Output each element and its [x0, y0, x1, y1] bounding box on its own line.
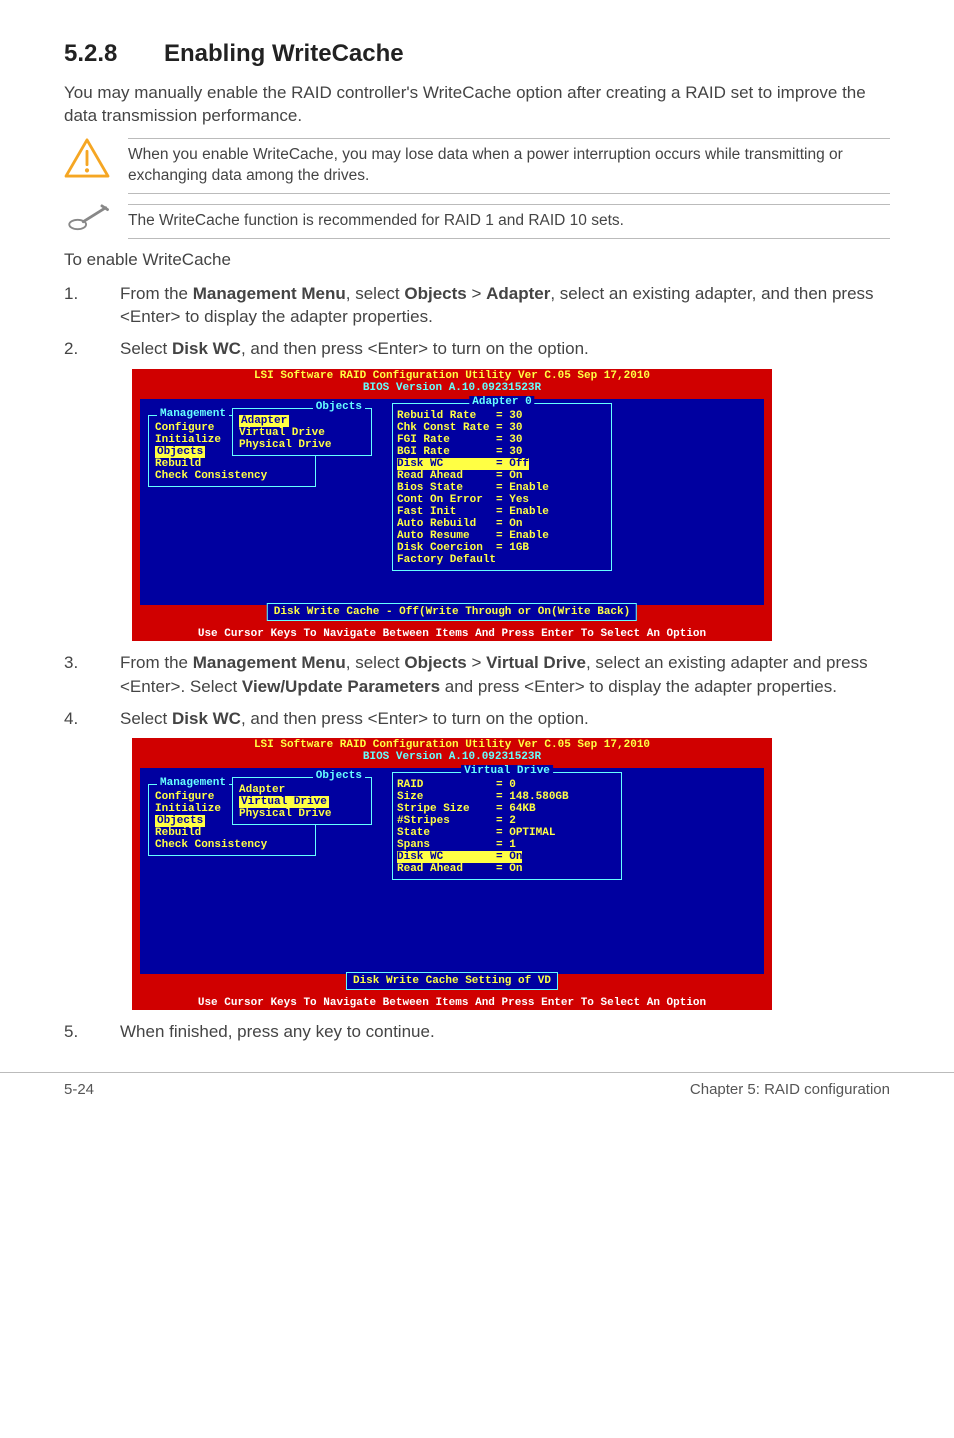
mgmt-label: Management	[157, 408, 229, 420]
section-title: Enabling WriteCache	[164, 40, 404, 67]
warning-callout: When you enable WriteCache, you may lose…	[64, 138, 890, 194]
intro-text: You may manually enable the RAID control…	[64, 82, 890, 128]
step-4: Select Disk WC, and then press <Enter> t…	[64, 707, 890, 731]
object-item: Physical Drive	[237, 439, 367, 451]
adapter-row: Disk Coercion = 1GB	[397, 542, 607, 554]
object-item: Virtual Drive	[237, 796, 367, 808]
adapter-label: Adapter 0	[469, 396, 534, 408]
mgmt-item: Check Consistency	[153, 839, 311, 851]
step-5: When finished, press any key to continue…	[64, 1020, 890, 1044]
adapter-row: Size = 148.580GB	[397, 791, 617, 803]
vd-label: Virtual Drive	[461, 765, 553, 777]
adapter-row: Chk Const Rate = 30	[397, 422, 607, 434]
bios-screenshot-1: LSI Software RAID Configuration Utility …	[132, 369, 772, 641]
virtual-drive-panel: Virtual Drive RAID = 0Size = 148.580GBSt…	[392, 772, 622, 880]
adapter-row: Read Ahead = On	[397, 863, 617, 875]
objects-label: Objects	[313, 401, 365, 413]
object-item: Virtual Drive	[237, 427, 367, 439]
bios-subtitle: BIOS Version A.10.09231523R	[132, 382, 772, 394]
bios-footer: Use Cursor Keys To Navigate Between Item…	[132, 628, 772, 640]
adapter-row: Rebuild Rate = 30	[397, 410, 607, 422]
adapter-row: Disk WC = Off	[397, 458, 607, 470]
bios-footer: Use Cursor Keys To Navigate Between Item…	[132, 997, 772, 1009]
note-icon	[64, 204, 110, 237]
step-1: From the Management Menu, select Objects…	[64, 282, 890, 330]
adapter-row: Auto Rebuild = On	[397, 518, 607, 530]
lead-text: To enable WriteCache	[64, 249, 890, 272]
objects-panel: Objects AdapterVirtual DrivePhysical Dri…	[232, 777, 372, 825]
bios-status: Disk Write Cache Setting of VD	[346, 972, 558, 990]
object-item: Adapter	[237, 415, 367, 427]
mgmt-item: Check Consistency	[153, 470, 311, 482]
adapter-row: Spans = 1	[397, 839, 617, 851]
mgmt-item: Rebuild	[153, 827, 311, 839]
adapter-row: Factory Default	[397, 554, 607, 566]
bios-title: LSI Software RAID Configuration Utility …	[132, 369, 772, 382]
adapter-row: Cont On Error = Yes	[397, 494, 607, 506]
steps-list: From the Management Menu, select Objects…	[64, 282, 890, 1045]
page-number: 5-24	[64, 1081, 94, 1098]
adapter-row: RAID = 0	[397, 779, 617, 791]
bios-subtitle: BIOS Version A.10.09231523R	[132, 751, 772, 763]
adapter-row: Read Ahead = On	[397, 470, 607, 482]
objects-panel: Objects AdapterVirtual DrivePhysical Dri…	[232, 408, 372, 456]
step-2: Select Disk WC, and then press <Enter> t…	[64, 337, 890, 361]
mgmt-label: Management	[157, 777, 229, 789]
step-3: From the Management Menu, select Objects…	[64, 651, 890, 699]
warning-text: When you enable WriteCache, you may lose…	[128, 138, 890, 194]
adapter-row: FGI Rate = 30	[397, 434, 607, 446]
section-heading: 5.2.8Enabling WriteCache	[64, 40, 890, 68]
warning-icon	[64, 138, 110, 183]
bios-title: LSI Software RAID Configuration Utility …	[132, 738, 772, 751]
adapter-row: Disk WC = On	[397, 851, 617, 863]
bios-status: Disk Write Cache - Off(Write Through or …	[267, 603, 637, 621]
adapter-row: State = OPTIMAL	[397, 827, 617, 839]
object-item: Physical Drive	[237, 808, 367, 820]
page-footer: 5-24 Chapter 5: RAID configuration	[0, 1072, 954, 1128]
section-number: 5.2.8	[64, 40, 164, 68]
object-item: Adapter	[237, 784, 367, 796]
adapter-row: #Stripes = 2	[397, 815, 617, 827]
adapter-row: BGI Rate = 30	[397, 446, 607, 458]
note-text: The WriteCache function is recommended f…	[128, 204, 890, 239]
adapter-row: Fast Init = Enable	[397, 506, 607, 518]
adapter-row: Auto Resume = Enable	[397, 530, 607, 542]
objects-label: Objects	[313, 770, 365, 782]
adapter-row: Bios State = Enable	[397, 482, 607, 494]
mgmt-item: Rebuild	[153, 458, 311, 470]
note-callout: The WriteCache function is recommended f…	[64, 204, 890, 239]
adapter-row: Stripe Size = 64KB	[397, 803, 617, 815]
adapter-panel: Adapter 0 Rebuild Rate = 30Chk Const Rat…	[392, 403, 612, 571]
chapter-label: Chapter 5: RAID configuration	[690, 1081, 890, 1098]
bios-screenshot-2: LSI Software RAID Configuration Utility …	[132, 738, 772, 1010]
